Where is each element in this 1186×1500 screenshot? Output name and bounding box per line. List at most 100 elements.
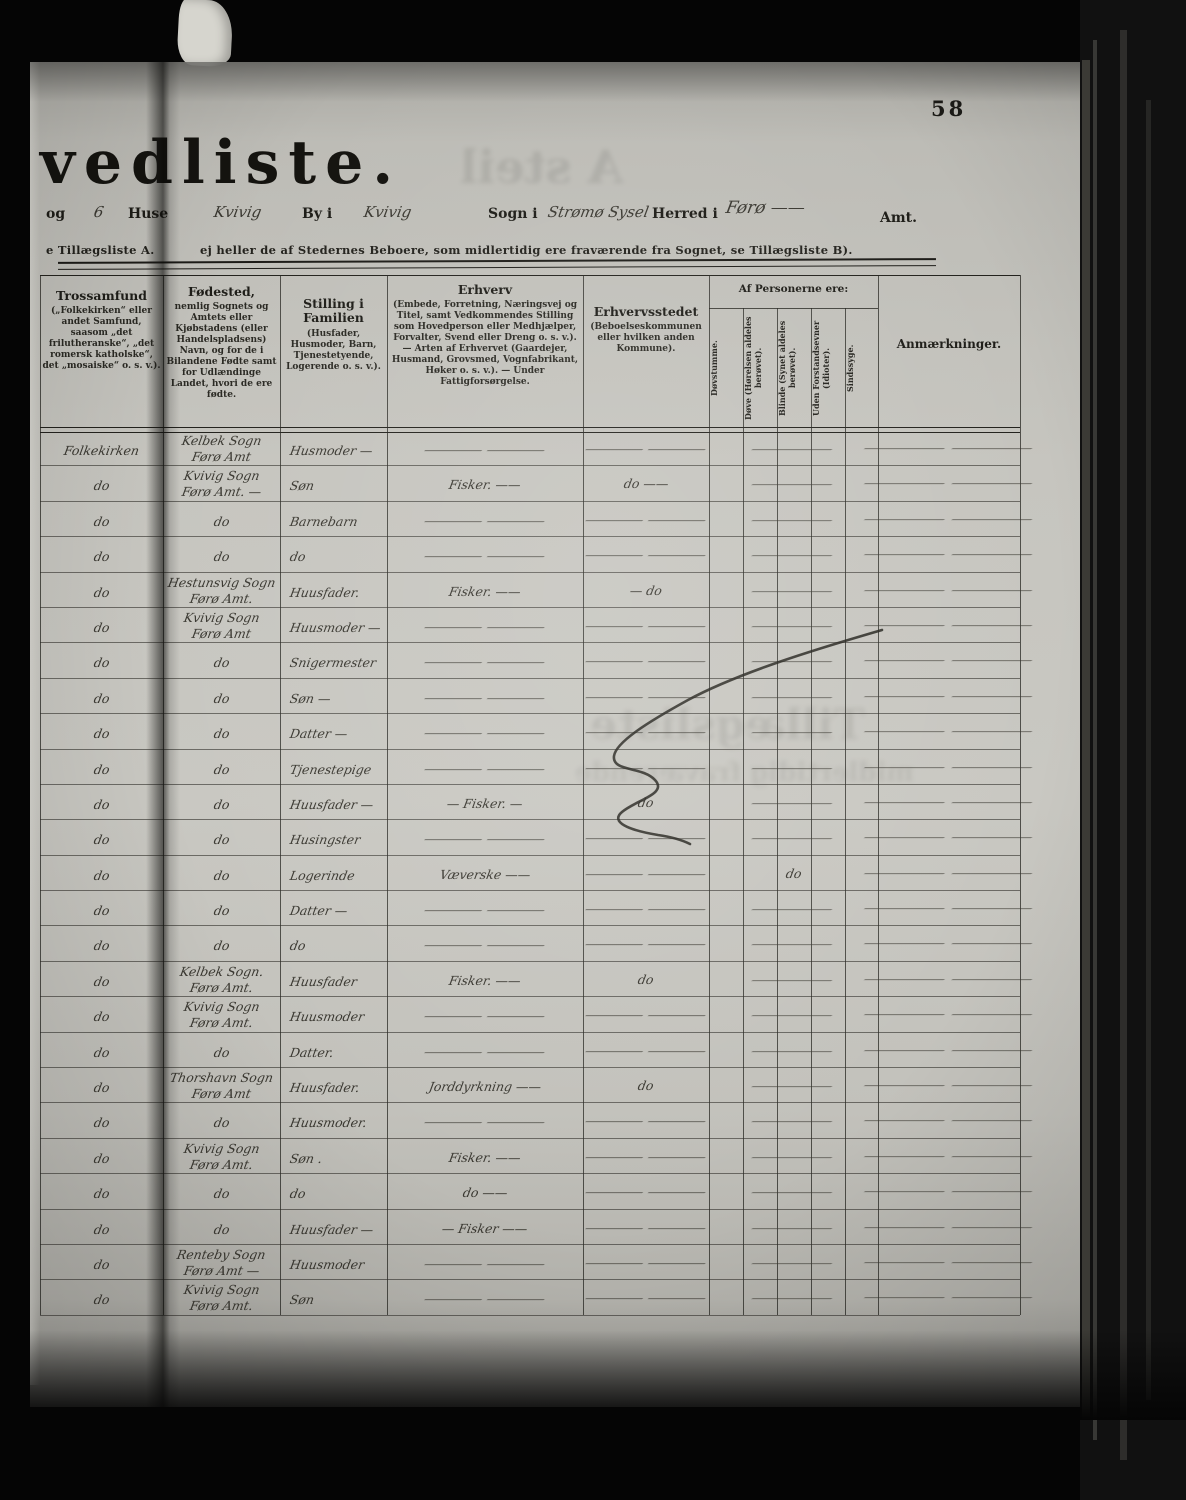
cell-erhverv: Fisker. —— [387,962,583,996]
cell-stilling: Tjenestepige [280,750,387,784]
handwritten-entry: Husingster [288,832,362,848]
cell-anmaerkninger: —— [852,1245,1046,1279]
cell-stilling: Huusfader — [280,1210,387,1244]
handwritten-entry: do [92,690,111,706]
cell-erhvervsstedet: —— [577,1139,715,1173]
handwritten-entry: Fisker. —— [447,972,523,988]
cell-erhverv: —— [387,643,583,677]
cell-anmaerkninger: —— [852,891,1046,925]
cell-fodested: Thorshavn Sogn Førø Amt [163,1068,280,1102]
cell-af-personerne-mark: — [709,573,878,607]
cell-anmaerkninger: —— [852,431,1046,465]
cell-erhverv: —— [387,1245,583,1279]
cell-fodested: Kelbek Sogn. Førø Amt. [163,962,280,996]
cell-af-personerne-mark: — [709,1033,878,1067]
cell-fodested: Kvivig Sogn Førø Amt. [163,1280,280,1314]
cell-anmaerkninger: —— [852,926,1046,960]
paper-sheet [30,62,1080,1407]
header-bottom-border [40,427,1020,433]
cell-stilling: Logerinde [280,856,387,890]
cell-af-personerne-mark: — [709,431,878,465]
handwritten-entry: Huusmoder [288,1256,366,1272]
cell-trossamfund: do [40,1245,163,1279]
handwritten-entry: Barnebarn [288,513,359,529]
cell-af-personerne-mark: — [709,997,878,1031]
cell-anmaerkninger: —— [852,1174,1046,1208]
handwritten-entry: — [740,724,847,740]
handwritten-entry: — [740,830,847,846]
cell-erhverv: —— [387,891,583,925]
handwritten-entry: —— [415,1291,555,1307]
col-header-trossamfund: Trossamfund („Folkekirken“ eller andet S… [42,288,161,372]
handwritten-entry: — [740,971,847,987]
cell-erhvervsstedet: —— [577,997,715,1031]
cell-fodested: Kvivig Sogn Førø Amt. [163,997,280,1031]
cell-fodested: do [163,643,280,677]
handwritten-entry: do [92,655,111,671]
cell-anmaerkninger: —— [852,785,1046,819]
cell-erhverv: —— [387,1280,583,1314]
cell-stilling: Huusfader. [280,573,387,607]
cell-erhverv: —— [387,750,583,784]
handwritten-entry: Jorddyrkning —— [427,1079,543,1095]
handwritten-entry: —— [852,687,1046,703]
handwritten-entry: do [92,832,111,848]
handwritten-entry: —— [576,1219,716,1235]
handwritten-entry: do [92,1221,111,1237]
handwritten-entry: —— [576,1148,716,1164]
cell-trossamfund: do [40,679,163,713]
cell-stilling: Huusmoder. [280,1103,387,1137]
table-body: Folkekirken Kelbek Sogn Førø Amt Husmoder —… [40,431,1046,1316]
cell-anmaerkninger: —— [852,1033,1046,1067]
handwritten-entry: Fisker. —— [447,583,523,599]
form-label-herred-i: Herred i [652,206,718,222]
cell-trossamfund: do [40,891,163,925]
table-row: do do Datter. —— —— — —— [40,1033,1046,1069]
handwritten-entry: Kvivig Sogn [182,999,261,1015]
handwritten-entry: do [212,655,231,671]
handwritten-entry: — [740,653,847,669]
grid-vline [40,275,41,1315]
handwritten-entry: —— [852,864,1046,880]
cell-stilling: Huusmoder — [280,608,387,642]
handwritten-entry: —— [576,547,716,563]
handwritten-entry: do [212,1186,231,1202]
col-header-anmaerkninger: Anmærkninger. [896,337,1002,351]
cell-anmaerkninger: —— [852,466,1046,500]
handwritten-entry: Væverske —— [438,866,532,882]
form-label-amt: Amt. [880,210,918,226]
cell-fodested: do [163,679,280,713]
handwritten-entry: Fisker. —— [447,1149,523,1165]
cell-af-personerne-mark: — [709,608,878,642]
table-row: do do Logerinde Væverske —— —— do —— [40,856,1046,892]
handwritten-entry: Huusmoder. [288,1115,369,1131]
handwritten-entry: —— [576,1042,716,1058]
cell-stilling: Søn [280,1280,387,1314]
handwritten-entry: — [740,617,847,633]
handwritten-entry: do [92,938,111,954]
handwritten-entry: —— [415,548,555,564]
handwritten-entry: do [92,549,111,565]
handwritten-entry: —— [852,475,1046,491]
handwritten-entry: do [92,1080,111,1096]
cell-erhvervsstedet: —— [577,926,715,960]
cell-trossamfund: do [40,997,163,1031]
cell-erhvervsstedet: —— [577,537,715,571]
cell-stilling: Søn — [280,679,387,713]
handwritten-entry: Kvivig Sogn [182,609,261,625]
cell-stilling: Huusfader. [280,1068,387,1102]
handwritten-entry: — Fisker. — [445,795,525,811]
cell-af-personerne-mark: — [709,785,878,819]
handwritten-entry: — do [628,582,664,598]
handwritten-entry: —— [576,1254,716,1270]
handwritten-entry: —— [852,546,1046,562]
col-header-sindssyge: Sindssyge. [845,344,855,392]
form-value-place: Kvivig [212,203,263,221]
cell-anmaerkninger: —— [852,679,1046,713]
cell-erhverv: — Fisker. — [387,785,583,819]
handwritten-entry: do [288,1186,307,1202]
cell-fodested: do [163,820,280,854]
handwritten-entry: Huusmoder — [288,619,382,635]
handwritten-entry: Kvivig Sogn [182,1282,261,1298]
handwritten-entry: —— [576,617,716,633]
